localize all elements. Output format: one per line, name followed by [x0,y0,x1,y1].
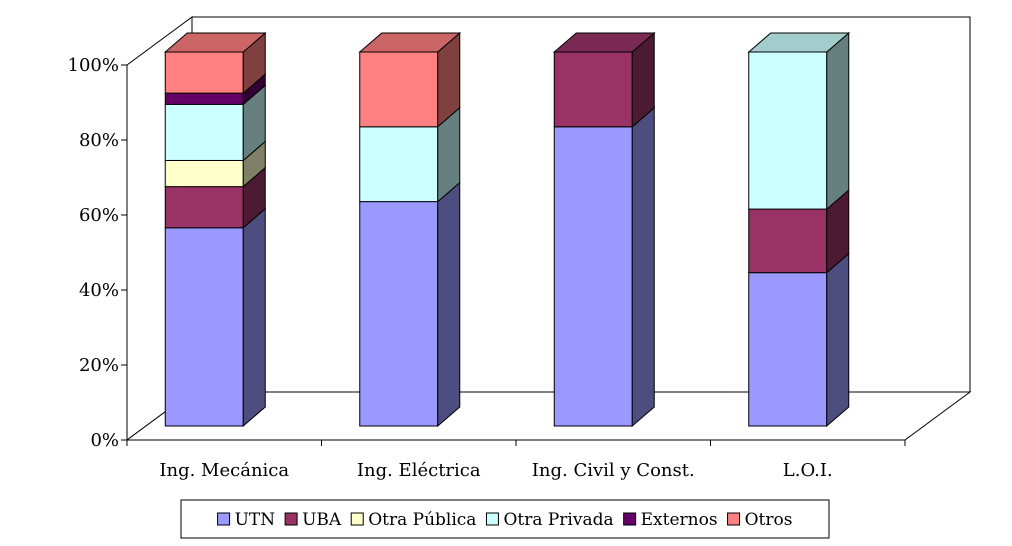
bar-segment [748,208,828,274]
x-category-label: Ing. Civil y Const. [532,460,695,481]
bar-segment [359,126,439,203]
y-axis: 0% 20% 40% 60% 80% 100% [68,55,128,451]
bar-segment-top [747,32,851,53]
legend: UTN UBA Otra Pública Otra Privada Externos Ot… [180,499,830,539]
bar-stack [552,31,656,428]
bar-stack [358,31,462,428]
x-category-label: Ing. Eléctrica [357,460,481,481]
bar-segment [553,126,633,427]
bar-segment-top [552,32,656,53]
legend-swatch [284,512,298,526]
bar-segment [164,92,244,105]
y-tick-label: 20% [79,355,119,376]
y-tick-label: 100% [68,55,119,76]
legend-swatch [217,512,231,526]
legend-item: Otra Pública [350,510,476,530]
bar-segment [359,51,439,128]
y-tick-label: 0% [90,430,119,451]
y-tick-label: 40% [79,280,119,301]
bar-segment [164,51,244,94]
x-category-label: L.O.I. [783,460,833,481]
bar-segment-side [826,31,850,211]
x-category-label: Ing. Mecánica [159,460,289,481]
bar-segment [164,227,244,427]
bar-segment-side [437,181,461,428]
bar-segment [359,201,439,427]
bar-segment [164,159,244,188]
bar-segment-top [358,32,462,53]
bar-segment [553,51,633,128]
legend-swatch [350,512,364,526]
legend-swatch [485,512,499,526]
bars [163,31,851,428]
bar-segment-top [163,32,267,53]
bar-segment [164,186,244,229]
bar-segment-side [631,106,655,428]
y-tick-label: 60% [79,205,119,226]
legend-label: Externos [641,510,718,530]
bar-stack [747,31,851,428]
legend-item: UBA [284,510,342,530]
legend-item: Otros [727,510,793,530]
bar-segment [748,51,828,210]
bar-segment-side [826,252,850,428]
y-tick-label: 80% [79,130,119,151]
bar-segment [164,103,244,161]
legend-swatch [727,512,741,526]
legend-label: Otra Privada [503,510,613,530]
legend-item: UTN [217,510,276,530]
bar-stack [163,31,267,428]
legend-label: Otros [745,510,793,530]
bar-segment-side [242,207,266,428]
legend-label: UBA [302,510,342,530]
legend-item: Otra Privada [485,510,614,530]
legend-label: UTN [235,510,276,530]
bar-segment [748,272,828,427]
legend-label: Otra Pública [368,510,476,530]
legend-swatch [623,512,637,526]
x-axis: Ing. Mecánica Ing. Eléctrica Ing. Civil y … [126,439,906,481]
legend-item: Externos [623,510,718,530]
